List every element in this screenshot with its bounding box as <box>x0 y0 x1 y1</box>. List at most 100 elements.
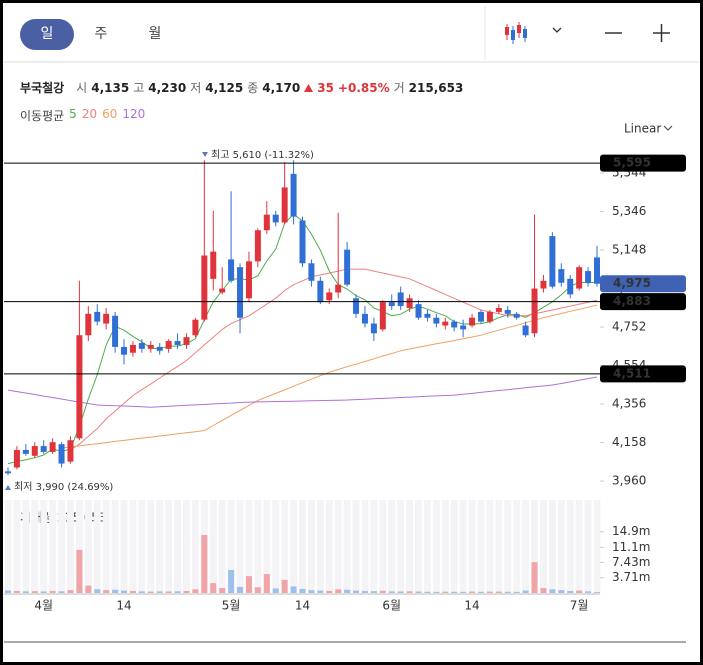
volume-bg <box>138 500 146 593</box>
volume-bar <box>272 588 279 593</box>
candle-body <box>299 220 306 264</box>
candle-body <box>183 337 190 345</box>
volume-bar <box>5 590 11 593</box>
ma-legend: 이동평균 5 20 60 120 <box>20 107 145 124</box>
candle-body <box>76 335 83 439</box>
y-tick-label: 4,158 <box>612 435 646 449</box>
volume-bar <box>183 590 190 593</box>
quote-header: 부국철강 시 4,135 고 4,230 저 4,125 종 4,170 35 +0.8… <box>20 79 463 96</box>
zoom-in-button[interactable] <box>653 24 670 42</box>
volume-bg <box>441 500 449 593</box>
volume-bg <box>13 500 21 593</box>
legend-entry: 120 <box>122 107 146 121</box>
volume-bar <box>406 591 413 593</box>
price-line-tag <box>600 293 686 311</box>
change-percent: +0.85% <box>337 80 390 95</box>
volume-bar <box>192 589 199 593</box>
volume-bar <box>245 576 252 593</box>
volume-bar <box>567 590 574 593</box>
volume-bar <box>281 579 288 593</box>
chart-type-dropdown[interactable] <box>552 27 562 33</box>
candle-body <box>49 442 56 452</box>
volume-bg <box>495 500 503 593</box>
volume-bg <box>4 500 12 593</box>
tab-week[interactable]: 주 <box>94 26 108 42</box>
candle-body <box>281 187 288 223</box>
y-tick-label: 4,356 <box>612 397 646 411</box>
volume-bg <box>504 500 512 593</box>
volume-bar <box>540 588 547 593</box>
volume-bar <box>504 591 511 593</box>
field-value: 4,125 <box>205 80 244 95</box>
candle-body <box>531 288 538 334</box>
ma-line <box>70 268 598 451</box>
volume-bar <box>379 590 386 593</box>
volume-bar <box>13 590 20 593</box>
volume-bar <box>549 589 556 593</box>
scale-label[interactable]: Linear <box>624 122 661 136</box>
volume-bg <box>227 500 235 593</box>
candle-body <box>361 313 368 324</box>
volume-bg <box>147 500 155 593</box>
volume-bar <box>129 590 136 593</box>
volume-bg <box>307 500 315 593</box>
volume-bar <box>344 589 351 593</box>
volume-bg <box>245 500 253 593</box>
volume-bar <box>67 590 74 593</box>
x-tick-label: 5월 <box>222 599 241 613</box>
volume-bar <box>442 591 449 593</box>
candle-body <box>558 269 565 283</box>
up-arrow <box>304 83 314 92</box>
volume-bar <box>228 569 235 593</box>
volume-bar <box>415 591 422 593</box>
volume-bg <box>182 500 190 593</box>
candle-body <box>40 446 47 452</box>
tab-day[interactable]: 일 <box>20 19 74 50</box>
volume-bg <box>263 500 271 593</box>
volume-bg <box>290 500 298 593</box>
candle-body <box>5 471 11 474</box>
x-tick-label: 14 <box>464 599 479 613</box>
candle-body <box>344 249 351 285</box>
volume-bg <box>459 500 467 593</box>
field-label: 저 <box>190 81 202 95</box>
candle-body <box>121 346 128 355</box>
volume-bar <box>138 591 145 593</box>
candle-body <box>112 315 119 347</box>
volume-bg <box>548 500 556 593</box>
candle-body <box>353 298 360 314</box>
volume-bg <box>531 500 539 593</box>
candle-body <box>433 317 440 324</box>
volume-bar <box>156 591 163 593</box>
volume-bg <box>513 500 521 593</box>
field-label: 종 <box>247 81 259 95</box>
volume-bg <box>316 500 324 593</box>
change: 35 <box>317 80 334 95</box>
volume-bg <box>522 500 530 593</box>
chart-type-icon[interactable] <box>505 22 527 44</box>
candle-body <box>210 251 217 279</box>
tab-month[interactable]: 월 <box>148 26 162 42</box>
volume-bar <box>94 589 101 593</box>
volume-bg <box>236 500 244 593</box>
low-annotation: 최저 3,990 (24.69%) <box>14 481 113 493</box>
current-price-tag <box>600 275 686 293</box>
volume-bar <box>361 590 368 593</box>
candle-body <box>317 280 324 303</box>
y-tick-label: 3.71m <box>612 570 650 584</box>
volume-bar <box>326 590 333 593</box>
candle-body <box>138 343 145 349</box>
candle-body <box>94 311 101 322</box>
y-tick-label: 5,346 <box>612 204 646 218</box>
volume-bg <box>191 500 199 593</box>
volume-bg <box>325 500 333 593</box>
scale-dropdown[interactable] <box>663 125 673 131</box>
volume-bg <box>93 500 101 593</box>
y-tick-label: 4,752 <box>612 320 646 334</box>
volume-bg <box>299 500 306 593</box>
ma-label: 이동평균 <box>20 109 65 123</box>
volume-bg <box>370 500 378 593</box>
candle-body <box>370 323 377 334</box>
volume-bg <box>450 500 458 593</box>
